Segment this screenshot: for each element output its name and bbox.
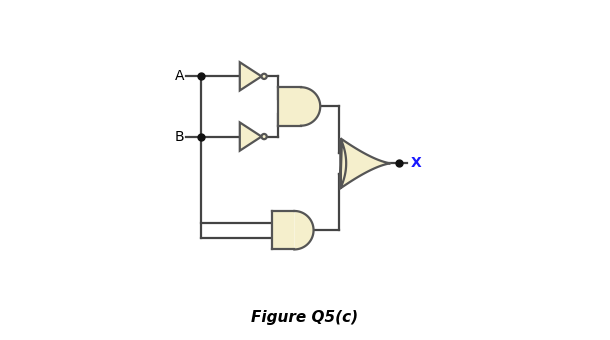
Polygon shape <box>240 122 262 151</box>
Wedge shape <box>301 87 320 126</box>
Wedge shape <box>295 211 314 250</box>
Polygon shape <box>240 62 262 90</box>
Polygon shape <box>272 211 295 250</box>
Polygon shape <box>340 138 390 188</box>
Polygon shape <box>278 87 301 126</box>
Text: X: X <box>411 156 422 170</box>
Circle shape <box>262 134 267 139</box>
Text: Figure Q5(c): Figure Q5(c) <box>251 310 359 325</box>
Text: A: A <box>175 69 185 83</box>
Text: B: B <box>175 130 185 143</box>
Circle shape <box>262 74 267 79</box>
